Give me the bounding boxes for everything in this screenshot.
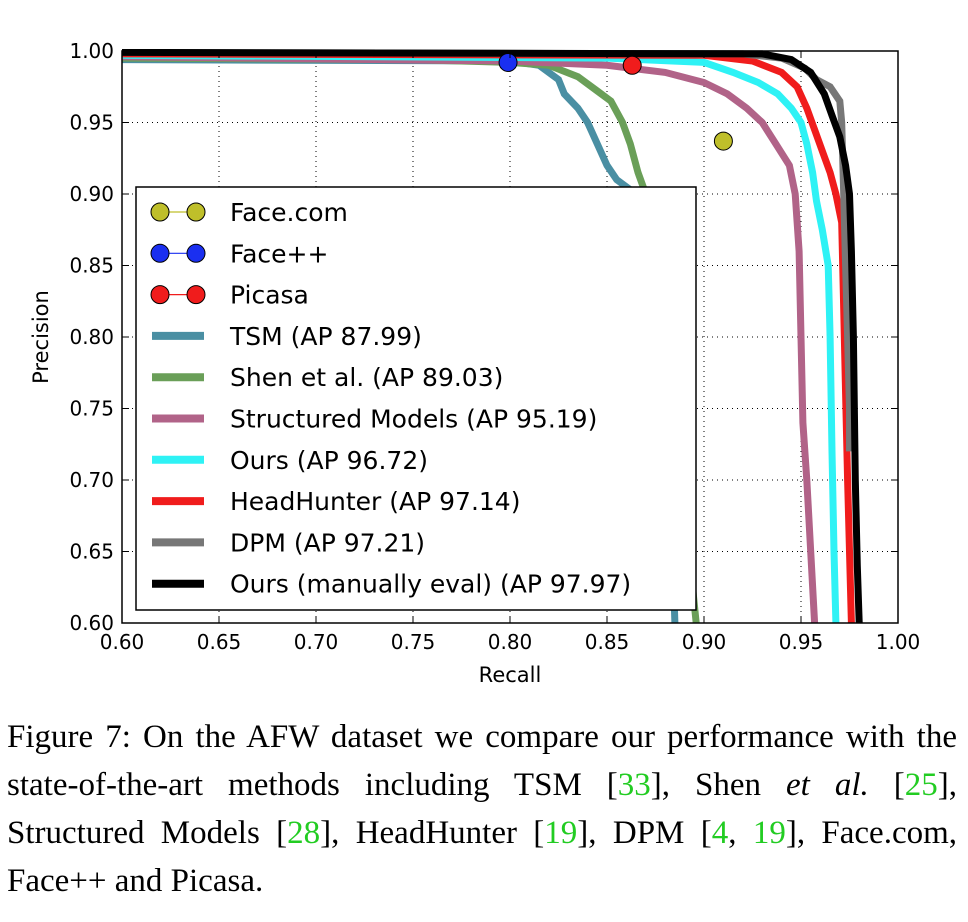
x-tick-label: 0.90 xyxy=(682,630,727,654)
legend-swatch-marker xyxy=(150,202,170,222)
series-line-6 xyxy=(122,49,863,623)
series-line-3 xyxy=(122,51,840,623)
legend-label: Structured Models (AP 95.19) xyxy=(230,405,597,434)
legend-label: Face.com xyxy=(230,198,348,227)
precision-recall-chart: 0.60 0.65 0.70 0.75 0.80 0.85 0.90 0.95 1.00 0.60… xyxy=(29,39,920,687)
caption-text: , xyxy=(728,815,753,851)
x-tick-label: 0.80 xyxy=(488,630,533,654)
y-tick-label: 0.90 xyxy=(69,182,114,206)
ticks: 0.60 0.65 0.70 0.75 0.80 0.85 0.90 0.95 1.00 0.60… xyxy=(69,39,920,654)
citation-dpm-1[interactable]: 4 xyxy=(711,815,729,851)
y-tick-label: 0.80 xyxy=(69,325,114,349)
x-tick-label: 0.75 xyxy=(391,630,436,654)
legend-swatch-marker xyxy=(186,243,206,263)
legend-box xyxy=(135,186,697,611)
legend-swatch-marker xyxy=(186,202,206,222)
caption-text: ], Shen xyxy=(650,767,787,803)
citation-structured-models[interactable]: 28 xyxy=(287,815,321,851)
figure-caption: Figure 7: On the AFW dataset we compare … xyxy=(7,713,957,905)
citation-tsm[interactable]: 33 xyxy=(617,767,651,803)
y-tick-label: 0.65 xyxy=(69,540,114,564)
caption-text: ], HeadHunter [ xyxy=(320,815,545,851)
y-tick-label: 0.75 xyxy=(69,397,114,421)
legend-swatch-marker xyxy=(150,285,170,305)
caption-text: [ xyxy=(868,767,905,803)
citation-dpm-2[interactable]: 19 xyxy=(752,815,786,851)
x-axis-label: Recall xyxy=(479,663,542,687)
legend-label: Shen et al. (AP 89.03) xyxy=(230,363,503,392)
y-tick-label: 0.60 xyxy=(69,611,114,635)
legend-label: HeadHunter (AP 97.14) xyxy=(230,487,520,516)
x-tick-label: 1.00 xyxy=(876,630,921,654)
legend-label: Picasa xyxy=(230,281,309,310)
y-tick-label: 0.70 xyxy=(69,468,114,492)
series-point-2 xyxy=(622,55,642,75)
caption-text: ], DPM [ xyxy=(577,815,712,851)
legend-label: Face++ xyxy=(230,239,328,268)
series-point-0 xyxy=(713,131,733,151)
citation-shen[interactable]: 25 xyxy=(904,767,938,803)
legend-label: Ours (AP 96.72) xyxy=(230,446,428,475)
series-point-1 xyxy=(498,52,518,72)
x-tick-label: 0.65 xyxy=(197,630,242,654)
caption-text: ], Structured Models [ xyxy=(7,767,958,851)
legend-swatch-marker xyxy=(186,285,206,305)
legend-label: TSM (AP 87.99) xyxy=(229,322,422,351)
caption-text: ], Face.com, Face++ and Picasa. xyxy=(7,815,958,899)
chart-container: 0.60 0.65 0.70 0.75 0.80 0.85 0.90 0.95 1.00 0.60… xyxy=(29,39,920,687)
x-tick-label: 0.70 xyxy=(294,630,339,654)
x-tick-label: 0.95 xyxy=(779,630,824,654)
series-line-2 xyxy=(122,53,819,623)
legend: Face.com Face++ Picasa TSM (AP 87.99) Shen e… xyxy=(135,186,697,611)
caption-text: Figure 7: On the AFW dataset we compare … xyxy=(7,719,957,803)
legend-label: Ours (manually eval) (AP 97.97) xyxy=(230,570,631,599)
y-tick-label: 0.85 xyxy=(69,254,114,278)
legend-label: DPM (AP 97.21) xyxy=(230,528,425,557)
citation-headhunter[interactable]: 19 xyxy=(544,815,578,851)
y-tick-label: 0.95 xyxy=(69,111,114,135)
x-tick-label: 0.60 xyxy=(100,630,145,654)
y-axis-label: Precision xyxy=(29,290,53,384)
caption-italic: et al. xyxy=(786,767,869,803)
legend-swatch-marker xyxy=(150,243,170,263)
y-tick-label: 1.00 xyxy=(69,39,114,63)
x-tick-label: 0.85 xyxy=(585,630,630,654)
